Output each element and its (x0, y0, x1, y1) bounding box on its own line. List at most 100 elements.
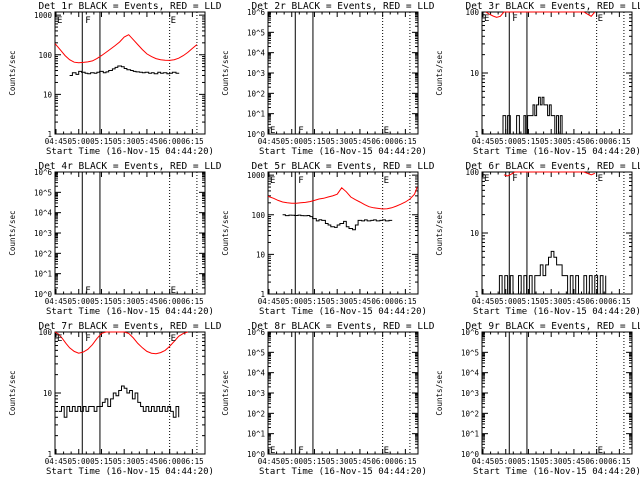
y-tick-label: 100 (38, 328, 52, 337)
x-axis-label: Start Time (16-Nov-15 04:44:20) (259, 147, 427, 157)
x-tick-label: 06:15 (181, 297, 204, 306)
time-marker-label: E (598, 174, 603, 184)
x-tick-label: 04:45 (45, 297, 68, 306)
chart-title: Det 5r BLACK = Events, RED = LLD (251, 161, 434, 172)
time-marker-label: E (171, 286, 176, 296)
events-series-line (69, 65, 180, 76)
y-tick-label: 10^0 (247, 130, 266, 139)
y-axis-label: Counts/sec (221, 370, 230, 415)
x-tick-label: 05:00 (494, 137, 517, 146)
x-axis-label: Start Time (16-Nov-15 04:44:20) (46, 307, 214, 317)
plot-frame (267, 171, 419, 295)
time-marker-label: E (270, 126, 275, 136)
time-marker-label: E (57, 16, 62, 26)
x-tick-label: 05:45 (136, 297, 159, 306)
x-tick-label: 04:45 (472, 297, 495, 306)
y-axis-label: Counts/sec (8, 50, 17, 95)
y-tick-label: 10^0 (247, 450, 266, 459)
x-tick-label: 06:15 (394, 457, 417, 466)
y-tick-label: 10^2 (34, 249, 52, 258)
chart-title: Det 9r BLACK = Events, RED = LLD (465, 321, 640, 332)
x-axis-label: Start Time (16-Nov-15 04:44:20) (473, 307, 640, 317)
x-tick-label: 05:30 (540, 457, 563, 466)
x-tick-label: 05:15 (517, 297, 540, 306)
x-tick-label: 05:30 (113, 137, 136, 146)
y-axis-label: Counts/sec (221, 50, 230, 95)
x-tick-label: 05:15 (303, 137, 326, 146)
chart-title: Det 7r BLACK = Events, RED = LLD (38, 321, 221, 332)
time-marker-label: E (384, 176, 389, 186)
y-tick-label: 10^4 (461, 369, 480, 378)
x-tick-label: 06:15 (181, 137, 204, 146)
time-marker-label: F (298, 126, 303, 136)
y-tick-label: 1 (47, 450, 52, 459)
x-tick-label: 06:00 (371, 297, 394, 306)
chart-panel-p1: Det 1r BLACK = Events, RED = LLD Counts/s… (8, 1, 222, 157)
x-axis-label: Start Time (16-Nov-15 04:44:20) (46, 467, 214, 477)
y-tick-label: 10^2 (461, 409, 479, 418)
chart-panel-p6: Det 6r BLACK = Events, RED = LLD Counts/s… (435, 161, 640, 317)
x-tick-label: 05:00 (67, 457, 90, 466)
y-tick-label: 10 (43, 90, 53, 99)
plot-frame (54, 11, 206, 135)
y-tick-label: 10 (256, 250, 266, 259)
x-tick-label: 05:45 (563, 457, 586, 466)
chart-panel-p4: Det 4r BLACK = Events, RED = LLD Counts/s… (8, 161, 222, 317)
plot-frame (267, 331, 419, 455)
time-marker-label: E (484, 14, 489, 24)
chart-title: Det 3r BLACK = Events, RED = LLD (465, 1, 640, 12)
time-marker-label: E (57, 334, 62, 344)
time-marker-label: E (270, 176, 275, 186)
time-marker-label: F (85, 16, 90, 26)
plot-frame (267, 11, 419, 135)
x-tick-label: 05:45 (563, 137, 586, 146)
chart-panel-p9: Det 9r BLACK = Events, RED = LLD Counts/s… (435, 321, 640, 477)
y-axis-label: Counts/sec (435, 50, 444, 95)
time-marker-label: E (598, 14, 603, 24)
x-tick-label: 05:30 (326, 457, 349, 466)
time-marker-label: F (512, 174, 517, 184)
time-marker-label: F (298, 446, 303, 456)
x-tick-label: 05:15 (303, 297, 326, 306)
time-marker-label: E (484, 174, 489, 184)
x-tick-label: 05:00 (280, 457, 303, 466)
x-tick-label: 05:00 (67, 137, 90, 146)
y-tick-label: 10^1 (247, 110, 265, 119)
x-tick-label: 05:45 (136, 457, 159, 466)
y-tick-label: 10^1 (34, 270, 52, 279)
y-tick-label: 10^6 (461, 328, 480, 337)
lld-series-line (503, 171, 595, 177)
chart-title: Det 2r BLACK = Events, RED = LLD (251, 1, 434, 12)
x-tick-label: 05:30 (540, 297, 563, 306)
y-tick-label: 100 (38, 51, 52, 60)
x-axis-label: Start Time (16-Nov-15 04:44:20) (259, 307, 427, 317)
time-marker-label: E (384, 126, 389, 136)
time-marker-label: E (384, 446, 389, 456)
x-tick-label: 04:45 (258, 457, 281, 466)
x-tick-label: 06:00 (371, 137, 394, 146)
y-tick-label: 10^6 (34, 168, 53, 177)
x-tick-label: 05:00 (67, 297, 90, 306)
events-series-line (282, 214, 393, 231)
y-tick-label: 10^4 (247, 369, 266, 378)
x-tick-label: 04:45 (45, 137, 68, 146)
y-tick-label: 10^5 (461, 348, 479, 357)
x-tick-label: 05:00 (494, 297, 517, 306)
y-tick-label: 10^1 (461, 430, 479, 439)
x-tick-label: 06:00 (585, 297, 608, 306)
y-tick-label: 10^6 (247, 328, 266, 337)
chart-panel-p7: Det 7r BLACK = Events, RED = LLD Counts/s… (8, 321, 222, 477)
y-tick-label: 10^6 (247, 8, 266, 17)
x-tick-label: 04:45 (472, 137, 495, 146)
events-series-line (58, 385, 180, 418)
y-tick-label: 10^2 (247, 89, 265, 98)
x-tick-label: 06:15 (181, 457, 204, 466)
x-tick-label: 05:30 (326, 137, 349, 146)
chart-title: Det 8r BLACK = Events, RED = LLD (251, 321, 434, 332)
time-marker-label: F (512, 14, 517, 24)
x-tick-label: 05:00 (280, 297, 303, 306)
x-tick-label: 06:00 (158, 297, 181, 306)
y-tick-label: 1 (474, 130, 479, 139)
y-tick-label: 10^3 (247, 69, 265, 78)
lld-series-line (485, 11, 596, 18)
